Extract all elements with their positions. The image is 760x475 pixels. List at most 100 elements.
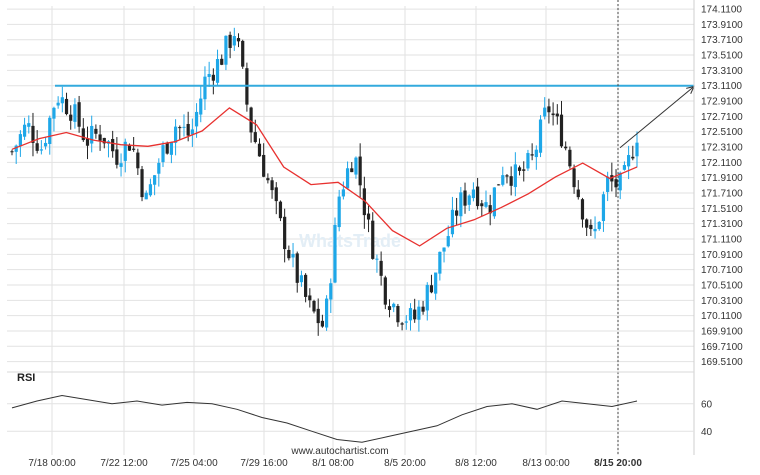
candle-body: [316, 308, 320, 324]
candle-body: [199, 98, 203, 115]
candle-body: [329, 283, 333, 300]
candle-body: [476, 186, 480, 207]
candle-body: [157, 162, 161, 174]
candle-body: [455, 210, 459, 216]
candle-body: [505, 175, 509, 177]
x-tick-label: 8/8 12:00: [455, 458, 497, 469]
candle-body: [161, 145, 165, 163]
candle-body: [165, 142, 169, 154]
candle-body: [312, 300, 316, 312]
candle-body: [241, 40, 245, 67]
candle-body: [345, 168, 350, 189]
y-tick-label: 173.5100: [701, 51, 743, 62]
candle-body: [85, 138, 90, 146]
candle-body: [559, 114, 564, 147]
candle-body: [215, 58, 220, 83]
y-tick-label: 173.1100: [701, 81, 742, 92]
y-tick-label: 174.1100: [701, 5, 742, 16]
rsi-tick-label: 60: [701, 399, 713, 410]
x-tick-label: 7/18 00:00: [28, 458, 76, 469]
candle-body: [333, 224, 337, 283]
candle-body: [43, 142, 48, 147]
candle-body: [257, 143, 262, 157]
candle-body: [291, 253, 295, 258]
candle-body: [413, 309, 417, 320]
candle-body: [396, 305, 400, 323]
candle-body: [153, 175, 157, 185]
candle-body: [262, 154, 266, 177]
candle-body: [496, 184, 501, 186]
candle-body: [140, 169, 144, 198]
candle-body: [132, 148, 136, 150]
candle-body: [148, 184, 153, 196]
candle-body: [467, 195, 471, 205]
x-tick-label: 8/5 20:00: [384, 458, 426, 469]
grid-lines: [7, 6, 694, 455]
candle-body: [526, 153, 530, 169]
candle-body: [606, 176, 610, 192]
candle-body: [614, 179, 618, 188]
candle-body: [392, 303, 396, 308]
candle-body: [492, 187, 496, 217]
candle-body: [56, 102, 60, 106]
y-tick-label: 172.9100: [701, 97, 743, 108]
candle-body: [52, 107, 56, 119]
x-tick-label: 7/25 04:00: [170, 458, 218, 469]
candle-body: [434, 272, 438, 294]
candle-body: [127, 144, 132, 151]
y-tick-label: 171.3100: [701, 219, 743, 230]
candle-body: [463, 190, 467, 206]
candle-body: [459, 192, 463, 217]
y-tick-label: 173.7100: [701, 35, 743, 46]
candle-body: [341, 189, 345, 197]
candle-body: [295, 253, 299, 283]
candle-body: [182, 126, 186, 128]
candle-body: [60, 97, 64, 104]
candle-body: [90, 125, 94, 144]
rsi-label: RSI: [17, 372, 35, 384]
candle-body: [274, 187, 278, 202]
candle-body: [266, 178, 270, 181]
candle-body: [580, 199, 585, 220]
candle-body: [517, 167, 522, 171]
candle-body: [10, 151, 14, 153]
candle-body: [144, 192, 148, 200]
candle-body: [194, 111, 199, 127]
candle-body: [530, 154, 534, 156]
candle-body: [31, 125, 35, 143]
candle-body: [253, 132, 257, 143]
candle-body: [484, 202, 488, 207]
candle-body: [379, 260, 383, 276]
candle-body: [228, 34, 232, 48]
y-tick-label: 170.3100: [701, 296, 743, 307]
candle-body: [278, 201, 283, 219]
candle-body: [18, 134, 22, 147]
candle-body: [190, 129, 194, 135]
candle-body: [354, 157, 358, 175]
y-tick-label: 170.9100: [701, 250, 743, 261]
candle-body: [450, 209, 455, 235]
y-tick-label: 171.9100: [701, 173, 743, 184]
rsi-panel: RSI 60 40: [7, 371, 713, 443]
y-tick-label: 171.5100: [701, 204, 743, 215]
candle-body: [488, 205, 492, 214]
candle-body: [48, 117, 52, 144]
candle-body: [501, 175, 505, 185]
candle-body: [94, 128, 98, 134]
projection-arrow-line: [619, 86, 695, 149]
candle-body: [22, 124, 27, 137]
candle-body: [538, 119, 543, 153]
y-tick-label: 172.7100: [701, 112, 743, 123]
watermark: WhatsTrade: [299, 231, 401, 251]
candle-body: [14, 145, 18, 152]
candle-body: [555, 113, 559, 117]
candle-body: [585, 219, 589, 228]
candle-body: [73, 104, 77, 122]
candle-body: [425, 284, 429, 311]
candle-body: [564, 146, 568, 149]
candle-body: [324, 298, 329, 328]
candle-body: [111, 138, 115, 152]
candle-body: [509, 176, 513, 186]
y-tick-label: 170.7100: [701, 265, 743, 276]
candle-body: [375, 258, 379, 260]
